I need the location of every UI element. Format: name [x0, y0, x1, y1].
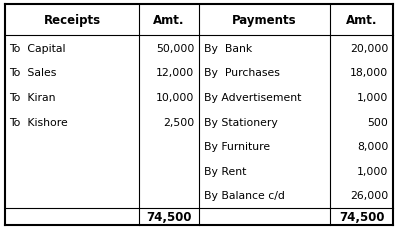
- Text: 2,500: 2,500: [163, 117, 194, 127]
- Text: By  Bank: By Bank: [204, 44, 252, 54]
- Text: 10,000: 10,000: [156, 93, 194, 103]
- Text: By Rent: By Rent: [204, 166, 246, 176]
- Text: To  Kishore: To Kishore: [10, 117, 68, 127]
- Text: 20,000: 20,000: [350, 44, 388, 54]
- Text: Amt.: Amt.: [153, 14, 185, 27]
- Text: By Advertisement: By Advertisement: [204, 93, 301, 103]
- Text: 8,000: 8,000: [357, 141, 388, 151]
- Text: Receipts: Receipts: [43, 14, 101, 27]
- Text: By Stationery: By Stationery: [204, 117, 277, 127]
- Text: 74,500: 74,500: [339, 210, 384, 223]
- Text: Amt.: Amt.: [346, 14, 378, 27]
- Text: To  Capital: To Capital: [10, 44, 66, 54]
- Text: 1,000: 1,000: [357, 166, 388, 176]
- Text: 74,500: 74,500: [146, 210, 192, 223]
- Text: 18,000: 18,000: [350, 68, 388, 78]
- Text: By  Purchases: By Purchases: [204, 68, 280, 78]
- Text: 26,000: 26,000: [350, 190, 388, 200]
- Text: By Furniture: By Furniture: [204, 141, 270, 151]
- Text: To  Sales: To Sales: [10, 68, 57, 78]
- Text: 1,000: 1,000: [357, 93, 388, 103]
- Text: 12,000: 12,000: [156, 68, 194, 78]
- Text: By Balance c/d: By Balance c/d: [204, 190, 285, 200]
- Text: Payments: Payments: [232, 14, 297, 27]
- Text: 500: 500: [368, 117, 388, 127]
- Text: 50,000: 50,000: [156, 44, 194, 54]
- Text: To  Kiran: To Kiran: [10, 93, 56, 103]
